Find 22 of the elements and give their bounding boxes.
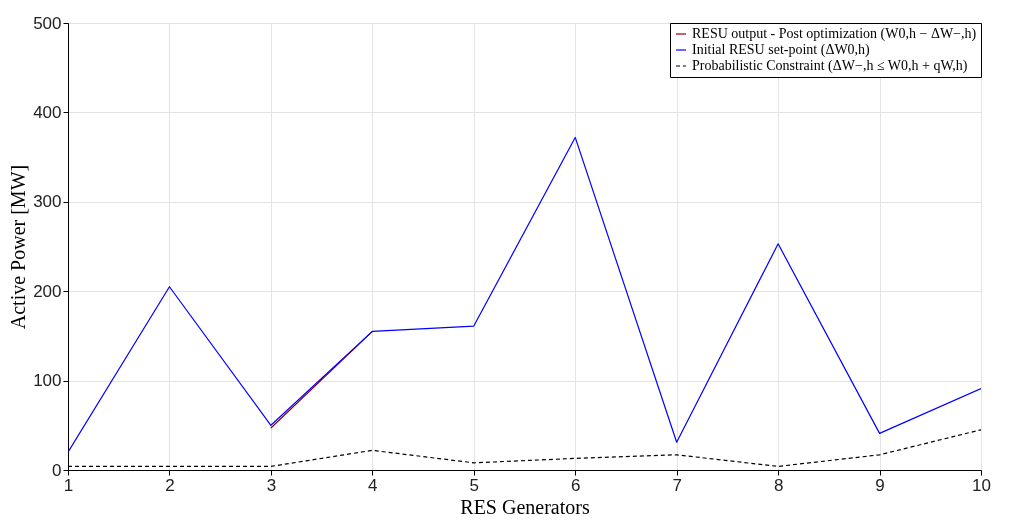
line-series <box>68 136 981 453</box>
x-tick-label: 10 <box>972 475 991 495</box>
x-tick-label: 8 <box>773 475 784 495</box>
y-tick-label: 400 <box>33 102 62 122</box>
y-tick-label: 200 <box>33 281 62 301</box>
x-tick-label: 7 <box>672 475 682 495</box>
y-tick-label: 100 <box>33 371 62 391</box>
legend-label: Initial RESU set-point (ΔW0,h) <box>692 42 871 58</box>
y-tick-label: 0 <box>52 460 62 480</box>
x-tick-label: 3 <box>266 475 277 495</box>
x-tick-label: 4 <box>368 475 378 495</box>
y-axis-title: Active Power [MW] <box>7 164 30 330</box>
x-axis-title: RES Generators <box>460 495 590 518</box>
legend-label: RESU output - Post optimization (W0,h − ΔW−,h) <box>692 26 977 42</box>
x-tick-label: 2 <box>165 475 175 495</box>
legend-label: Probabilistic Constraint (ΔW−,h ≤ W0,h + qW,h) <box>692 58 968 74</box>
x-tick-label: 1 <box>63 475 74 495</box>
x-tick-label: 9 <box>875 475 885 495</box>
y-tick-label: 300 <box>33 192 62 212</box>
x-tick-label: 6 <box>570 475 581 495</box>
x-tick-label: 5 <box>469 475 480 495</box>
y-tick-label: 500 <box>33 13 62 33</box>
